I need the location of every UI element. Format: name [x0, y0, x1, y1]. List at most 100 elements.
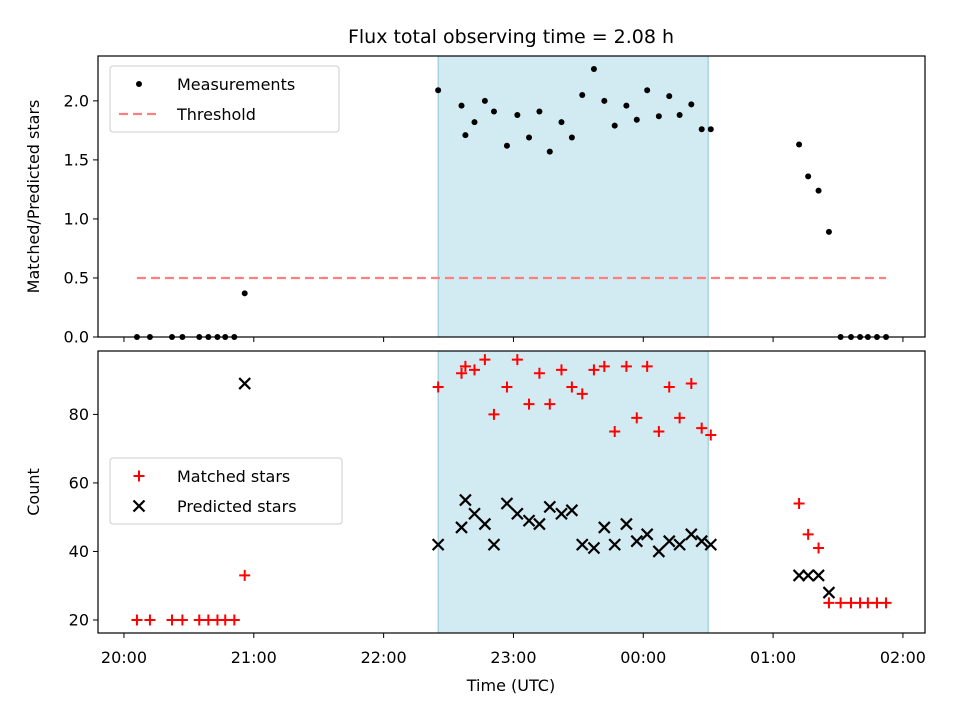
- data-point: [511, 354, 523, 366]
- data-point: [707, 126, 714, 133]
- data-point: [802, 528, 814, 540]
- data-point: [481, 97, 488, 104]
- data-point: [490, 108, 497, 115]
- y-tick-label: 0.5: [64, 268, 89, 287]
- data-point: [131, 614, 143, 626]
- data-point: [503, 142, 510, 149]
- highlight-span: [437, 350, 709, 634]
- data-point: [533, 367, 545, 379]
- data-point: [696, 422, 708, 434]
- y-tick-label: 1.5: [64, 150, 89, 169]
- data-point: [633, 116, 640, 123]
- data-point: [676, 112, 683, 119]
- data-point: [825, 228, 832, 235]
- x-axis-label: Time (UTC): [466, 676, 555, 695]
- data-point: [620, 517, 633, 531]
- data-point: [631, 412, 643, 424]
- data-point: [620, 360, 632, 372]
- data-point: [478, 517, 492, 531]
- data-point: [471, 119, 478, 126]
- data-point: [601, 97, 608, 104]
- data-point: [228, 614, 240, 626]
- legend: Measurements Threshold: [109, 65, 340, 133]
- data-point: [796, 141, 803, 148]
- data-point: [823, 597, 835, 609]
- y-axis-label: Count: [24, 468, 43, 516]
- panel-ratio: 0.0 0.5 1.0 1.5 2.0 Matched/Predicted stars Me…: [24, 55, 926, 347]
- legend-label: Predicted stars: [177, 497, 297, 516]
- x-axis-tick-labels: 20:00 21:00 22:00 23:00 00:00 01:00 02:00: [101, 648, 926, 667]
- data-point: [793, 497, 805, 509]
- data-point: [568, 134, 575, 141]
- data-point: [455, 521, 468, 534]
- data-point: [432, 381, 444, 393]
- data-point: [688, 101, 695, 108]
- data-point: [555, 364, 567, 376]
- data-point: [587, 541, 601, 555]
- data-point: [522, 514, 536, 527]
- data-point: [812, 569, 825, 582]
- data-point: [801, 569, 815, 582]
- data-point: [176, 614, 188, 626]
- data-point: [144, 614, 156, 626]
- legend-label: Threshold: [176, 105, 256, 124]
- data-point: [458, 102, 465, 109]
- data-point: [822, 586, 836, 599]
- data-point: [652, 545, 666, 558]
- data-point: [835, 597, 847, 609]
- legend-box: [109, 65, 340, 133]
- data-point: [431, 538, 445, 551]
- data-point: [544, 398, 556, 410]
- data-point: [805, 173, 812, 180]
- x-tick-label: 20:00: [101, 648, 147, 667]
- y-axis-label: Matched/Predicted stars: [24, 100, 43, 294]
- data-point: [815, 187, 822, 194]
- data-point: [459, 360, 471, 372]
- data-point: [555, 507, 568, 521]
- data-point: [685, 378, 697, 390]
- data-point: [456, 367, 468, 379]
- data-point: [565, 504, 579, 517]
- data-point: [166, 614, 178, 626]
- y-tick-label: 40: [69, 542, 89, 561]
- axes-frame: [97, 350, 926, 634]
- x-tick-label: 01:00: [750, 648, 796, 667]
- axes-frame: [97, 55, 926, 338]
- legend-swatch: [133, 470, 145, 482]
- data-point: [588, 364, 600, 376]
- data-point: [698, 126, 705, 133]
- data-point: [435, 87, 442, 94]
- data-point: [674, 412, 686, 424]
- data-point: [590, 65, 597, 72]
- series-predicted-stars: [238, 377, 836, 599]
- data-point: [546, 148, 553, 155]
- data-point: [239, 569, 251, 581]
- legend: Matched stars Predicted stars: [109, 457, 343, 525]
- data-point: [705, 429, 717, 441]
- data-point: [695, 534, 708, 548]
- data-point: [514, 112, 521, 119]
- data-point: [685, 528, 698, 541]
- legend-swatch: [132, 499, 146, 513]
- data-point: [526, 134, 533, 141]
- data-point: [575, 538, 589, 551]
- data-point: [653, 426, 665, 438]
- data-point: [598, 360, 610, 372]
- data-point: [579, 91, 586, 98]
- y-tick-label: 1.0: [64, 209, 89, 228]
- data-point: [666, 93, 673, 100]
- chart-title: Flux total observing time = 2.08 h: [348, 26, 674, 48]
- data-point: [523, 398, 535, 410]
- data-point: [598, 521, 611, 534]
- legend-swatch: [136, 81, 142, 87]
- data-point: [238, 377, 251, 390]
- x-tick-label: 21:00: [231, 648, 277, 667]
- data-point: [488, 408, 500, 420]
- data-point: [704, 538, 718, 551]
- y-tick-label: 0.0: [64, 328, 89, 347]
- data-point: [630, 534, 644, 548]
- x-tick-label: 22:00: [361, 648, 407, 667]
- data-point: [479, 354, 491, 366]
- data-point: [813, 542, 825, 554]
- series-matched-stars: [131, 354, 892, 626]
